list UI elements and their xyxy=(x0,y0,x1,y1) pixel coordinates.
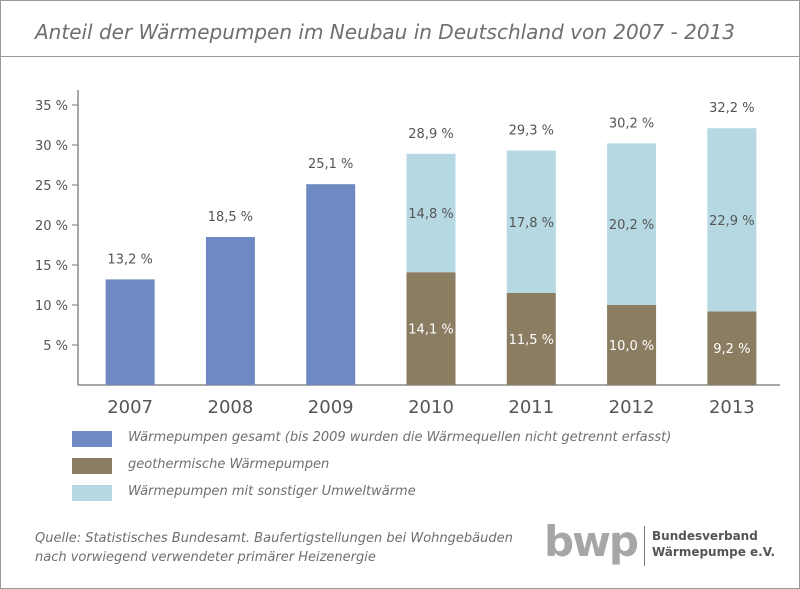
legend-item-other: Wärmepumpen mit sonstiger Umweltwärme xyxy=(72,484,712,502)
x-tick-label: 2012 xyxy=(609,397,655,418)
bar-other xyxy=(406,153,456,273)
x-tick-label: 2013 xyxy=(709,397,755,418)
bar-geothermal xyxy=(607,305,657,385)
source-line-1: Quelle: Statistisches Bundesamt. Baufert… xyxy=(35,531,513,546)
legend-swatch-other xyxy=(72,485,112,501)
bwp-logo: bwp Bundesverband Wärmepumpe e.V. xyxy=(544,520,775,570)
y-tick-label: 35 % xyxy=(35,99,68,114)
bar-geothermal xyxy=(406,272,456,385)
data-label-total: 25,1 % xyxy=(308,157,353,172)
bar-other xyxy=(607,143,657,305)
y-tick-label: 25 % xyxy=(35,179,68,194)
data-label-total: 29,3 % xyxy=(509,124,554,139)
y-tick-label: 30 % xyxy=(35,139,68,154)
data-label-other: 17,8 % xyxy=(509,216,554,231)
y-tick-label: 20 % xyxy=(35,219,68,234)
bar-other xyxy=(707,128,757,312)
bar-other xyxy=(506,150,556,293)
y-tick-label: 5 % xyxy=(43,339,68,354)
x-tick-label: 2009 xyxy=(308,397,354,418)
bwp-logo-mark: bwp xyxy=(544,520,640,566)
logo-text-line-1: Bundesverband xyxy=(652,529,758,543)
legend-label-total: Wärmepumpen gesamt (bis 2009 wurden die … xyxy=(128,430,672,445)
logo-text-line-2: Wärmepumpe e.V. xyxy=(652,545,776,559)
bar-geothermal xyxy=(506,293,556,385)
source-note: Quelle: Statistisches Bundesamt. Baufert… xyxy=(35,529,513,567)
data-label-geothermal: 9,2 % xyxy=(713,342,750,357)
data-label-other: 20,2 % xyxy=(609,218,654,233)
y-tick-label: 10 % xyxy=(35,299,68,314)
bar-chart: 5 % 10 % 15 % 20 % 25 % 30 % 35 % 2007 13,2 % 200… xyxy=(35,90,780,418)
bar-total xyxy=(105,279,155,385)
bar-total xyxy=(306,184,356,385)
legend-label-geothermal: geothermische Wärmepumpen xyxy=(128,457,330,472)
legend-item-geothermal: geothermische Wärmepumpen xyxy=(72,457,712,475)
data-label-geothermal: 10,0 % xyxy=(609,339,654,354)
data-label-other: 14,8 % xyxy=(408,207,453,222)
x-tick-label: 2010 xyxy=(408,397,454,418)
logo-text: Bundesverband Wärmepumpe e.V. xyxy=(652,528,775,560)
data-label-geothermal: 14,1 % xyxy=(408,323,453,338)
y-tick-label: 15 % xyxy=(35,259,68,274)
x-tick-label: 2011 xyxy=(508,397,554,418)
bwp-logo-letters: bwp xyxy=(544,520,638,566)
legend-swatch-geothermal xyxy=(72,458,112,474)
data-label-total: 30,2 % xyxy=(609,116,654,131)
data-label-geothermal: 11,5 % xyxy=(509,333,554,348)
bar-geothermal xyxy=(707,311,757,385)
x-tick-label: 2007 xyxy=(107,397,153,418)
legend-label-other: Wärmepumpen mit sonstiger Umweltwärme xyxy=(128,484,416,499)
data-label-total: 32,2 % xyxy=(709,101,754,116)
data-label-total: 28,9 % xyxy=(408,127,453,142)
chart-title: Anteil der Wärmepumpen im Neubau in Deut… xyxy=(35,20,735,44)
bar-total xyxy=(205,237,255,385)
source-line-2: nach vorwiegend verwendeter primärer Hei… xyxy=(35,550,376,565)
title-divider xyxy=(0,56,800,57)
x-tick-label: 2008 xyxy=(208,397,254,418)
data-label-total: 13,2 % xyxy=(107,252,152,267)
data-label-other: 22,9 % xyxy=(709,214,754,229)
logo-divider xyxy=(644,526,645,566)
data-label-total: 18,5 % xyxy=(208,210,253,225)
legend-item-total: Wärmepumpen gesamt (bis 2009 wurden die … xyxy=(72,430,712,448)
legend-swatch-total xyxy=(72,431,112,447)
